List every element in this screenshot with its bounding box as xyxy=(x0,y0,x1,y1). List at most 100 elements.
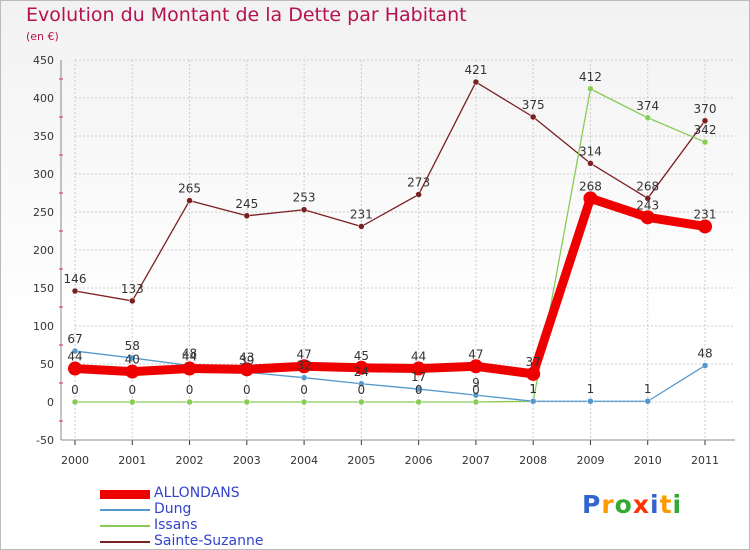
series-line-allondans xyxy=(70,193,710,379)
proxiti-logo: Proxiti xyxy=(582,490,682,519)
data-point xyxy=(587,85,594,93)
grid-lines xyxy=(74,59,735,441)
data-point xyxy=(186,398,193,406)
data-point xyxy=(411,361,426,376)
data-point xyxy=(472,398,480,406)
data-label: 0 xyxy=(243,383,251,397)
data-label: 48 xyxy=(697,347,712,361)
y-tick-label: 400 xyxy=(33,92,54,105)
data-label: 1 xyxy=(529,382,537,396)
chart-title: Evolution du Montant de la Dette par Hab… xyxy=(26,4,467,26)
data-label: 243 xyxy=(636,198,659,212)
data-label: 375 xyxy=(522,98,545,112)
data-point xyxy=(526,366,541,381)
data-point xyxy=(701,138,709,146)
x-tick-label: 2002 xyxy=(176,454,204,467)
x-tick-label: 2006 xyxy=(405,454,433,467)
data-label: 342 xyxy=(694,123,717,137)
data-label: 268 xyxy=(579,179,602,193)
data-label: 32 xyxy=(296,359,311,373)
y-tick-label: 250 xyxy=(33,206,54,219)
data-label: 314 xyxy=(579,144,602,158)
data-point xyxy=(415,191,422,198)
legend-label: ALLONDANS xyxy=(154,485,240,501)
logo-letter: x xyxy=(632,490,650,519)
data-point xyxy=(644,114,651,122)
data-point xyxy=(415,398,422,406)
logo-letter: o xyxy=(614,490,633,519)
data-label: 45 xyxy=(354,349,369,363)
data-label: 268 xyxy=(636,179,659,193)
data-label: 0 xyxy=(300,383,308,397)
data-point xyxy=(415,385,422,393)
y-tick-label: 450 xyxy=(33,54,54,67)
y-tick-label: 100 xyxy=(33,320,54,333)
data-point xyxy=(583,191,598,206)
y-tick-label: 50 xyxy=(40,358,54,371)
data-point xyxy=(68,361,82,376)
data-label: 1 xyxy=(644,382,652,396)
series-layer xyxy=(68,78,712,406)
data-point xyxy=(182,361,197,376)
data-label: 0 xyxy=(472,383,480,397)
data-point xyxy=(701,117,709,125)
x-tick-label: 2008 xyxy=(519,454,547,467)
data-label: 37 xyxy=(526,355,541,369)
legend-swatch xyxy=(100,509,150,511)
x-tick-label: 2003 xyxy=(233,454,261,467)
data-point xyxy=(243,212,251,220)
data-point xyxy=(129,398,136,406)
data-label: 253 xyxy=(293,191,316,205)
data-label: 48 xyxy=(182,347,197,361)
x-tick-label: 2011 xyxy=(691,454,719,467)
x-tick-label: 2010 xyxy=(634,454,662,467)
logo-letter: r xyxy=(601,490,615,519)
legend-swatch xyxy=(100,541,150,543)
x-tick-label: 2009 xyxy=(576,454,604,467)
x-tick-label: 2007 xyxy=(462,454,490,467)
data-label: 1 xyxy=(529,382,537,396)
data-label: 265 xyxy=(178,182,201,196)
data-point xyxy=(358,380,365,388)
data-point xyxy=(239,362,254,377)
data-point xyxy=(472,78,480,86)
data-label: 0 xyxy=(71,383,79,397)
x-tick-label: 2001 xyxy=(118,454,146,467)
data-point xyxy=(186,197,193,204)
data-label: 17 xyxy=(411,370,426,384)
data-point xyxy=(125,364,140,379)
data-point xyxy=(644,195,651,202)
data-label: 421 xyxy=(464,63,487,77)
data-point xyxy=(468,359,483,374)
legend-swatch xyxy=(100,525,150,527)
y-tick-label: 150 xyxy=(33,282,54,295)
data-point xyxy=(300,206,308,213)
data-label: 412 xyxy=(579,70,602,84)
data-label: 9 xyxy=(472,376,480,390)
data-point xyxy=(472,391,480,399)
data-label: 44 xyxy=(67,350,82,364)
data-label: 58 xyxy=(125,339,140,353)
data-label: 0 xyxy=(128,383,136,397)
x-tick-label: 2000 xyxy=(61,454,89,467)
data-label: 0 xyxy=(358,383,366,397)
chart-subtitle: (en €) xyxy=(26,30,59,43)
data-label: 67 xyxy=(67,332,82,346)
data-label: 231 xyxy=(694,207,717,221)
legend-label: Dung xyxy=(154,501,192,517)
y-tick-label: 350 xyxy=(33,130,54,143)
data-point xyxy=(71,347,79,355)
data-label: 273 xyxy=(407,176,430,190)
data-label: 43 xyxy=(239,350,254,364)
logo-letter: P xyxy=(582,490,602,519)
y-tick-label: 0 xyxy=(47,396,54,409)
data-point xyxy=(300,374,308,381)
data-point xyxy=(358,398,365,406)
data-label: 44 xyxy=(182,350,197,364)
data-point xyxy=(243,398,251,406)
x-tick-label: 2005 xyxy=(347,454,375,467)
data-point xyxy=(300,398,308,406)
